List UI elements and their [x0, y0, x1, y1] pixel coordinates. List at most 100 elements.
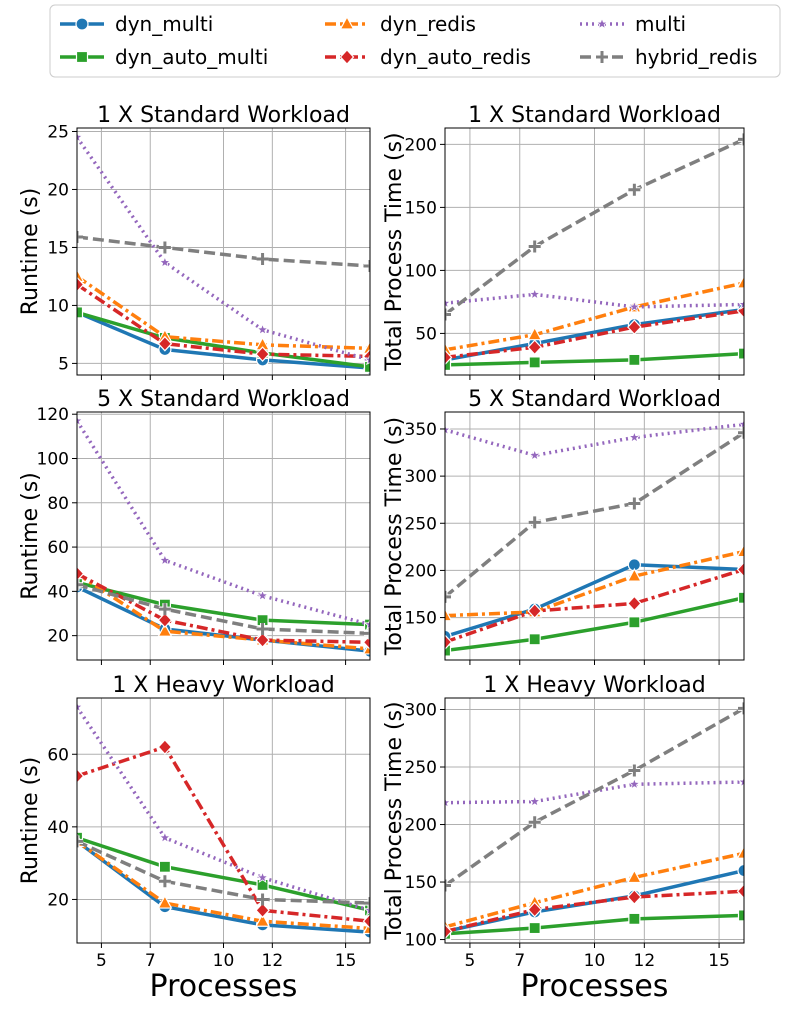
legend-label: dyn_auto_multi: [115, 45, 268, 69]
data-point-dyn-auto-redis: [736, 561, 744, 578]
data-point-multi: [158, 831, 172, 844]
series-dyn-redis: [77, 268, 370, 354]
data-point-dyn-redis: [626, 567, 642, 582]
y-tick-label: 100: [405, 931, 437, 951]
data-point-dyn-auto-redis: [527, 901, 543, 918]
data-point-hybrid-redis: [445, 590, 451, 603]
y-axis-label: Total Process Time (s): [382, 701, 407, 940]
series-layer: [445, 417, 744, 657]
series-line-dyn-auto-multi: [445, 596, 744, 653]
data-point-hybrid-redis: [528, 516, 541, 529]
data-point-hybrid-redis: [256, 253, 269, 266]
series-line-hybrid-redis: [77, 235, 370, 268]
y-tick-label: 250: [405, 758, 437, 778]
y-tick-label: 300: [405, 701, 437, 721]
series-line-dyn-multi: [445, 563, 744, 639]
y-tick-label: 5: [58, 354, 69, 374]
series-multi: [445, 417, 744, 461]
data-point-hybrid-redis: [738, 702, 744, 715]
data-point-multi: [77, 414, 84, 427]
data-point-hybrid-redis: [445, 308, 451, 321]
y-tick-label: 15: [47, 238, 69, 258]
y-tick-label: 10: [47, 296, 69, 316]
data-point-dyn-redis: [736, 845, 744, 859]
y-tick-label: 20: [47, 890, 69, 910]
series-line-dyn-auto-multi: [445, 913, 744, 936]
panel-title: 1 X Standard Workload: [468, 103, 721, 128]
series-dyn-auto-multi: [445, 909, 744, 940]
series-hybrid-redis: [445, 702, 744, 892]
data-point-dyn-auto-redis: [77, 276, 85, 293]
series-dyn-auto-redis: [77, 739, 370, 930]
series-line-dyn-auto-redis: [445, 308, 744, 360]
y-tick-label: 200: [405, 561, 437, 581]
series-line-dyn-auto-multi: [77, 580, 370, 627]
data-point-multi: [77, 130, 84, 143]
panel-title: 5 X Standard Workload: [468, 387, 721, 412]
series-dyn-auto-redis: [445, 883, 744, 940]
series-layer: [77, 414, 370, 658]
data-point-dyn-auto-multi: [445, 358, 452, 372]
panel-3: 20 40 60 80 100 120 5 X Standard Workload Runti…: [18, 387, 371, 665]
data-point-dyn-auto-multi: [737, 591, 744, 604]
legend-label: hybrid_redis: [635, 45, 757, 69]
legend-entry-dyn-multi: dyn_multi: [60, 12, 213, 36]
grid: [445, 128, 744, 375]
data-point-dyn-auto-multi: [628, 616, 641, 629]
data-point-dyn-auto-multi: [528, 356, 541, 369]
legend-marker-circle: [75, 17, 89, 31]
data-point-dyn-auto-redis: [255, 632, 270, 648]
x-tick-label: 12: [634, 951, 656, 971]
y-tick-label: 150: [405, 198, 437, 218]
legend-marker-triangle: [339, 15, 355, 30]
data-point-hybrid-redis: [158, 603, 171, 616]
series-hybrid-redis: [77, 231, 370, 272]
data-point-multi: [363, 903, 370, 916]
panel-4: 150 200 250 300 350 5 X Standard Workload Tota…: [382, 387, 745, 665]
data-point-dyn-auto-multi: [628, 353, 641, 366]
legend-entry-multi: multi: [580, 12, 686, 36]
x-tick-label: 10: [584, 951, 606, 971]
data-point-hybrid-redis: [158, 241, 171, 254]
data-point-hybrid-redis: [158, 875, 171, 888]
y-axis-label: Total Process Time (s): [382, 132, 407, 371]
data-point-hybrid-redis: [445, 879, 451, 892]
data-point-dyn-multi: [737, 863, 744, 878]
data-point-hybrid-redis: [364, 897, 370, 910]
series-line-hybrid-redis: [445, 431, 744, 599]
series-dyn-auto-multi: [445, 591, 744, 657]
grid: [445, 412, 744, 660]
y-tick-label: 250: [405, 514, 437, 534]
series-dyn-auto-redis: [77, 565, 370, 651]
series-line-dyn-redis: [77, 274, 370, 351]
grid: [77, 698, 370, 943]
data-point-dyn-auto-redis: [527, 603, 543, 619]
data-point-multi: [256, 589, 269, 602]
y-tick-label: 20: [47, 627, 69, 647]
series-line-dyn-multi: [77, 310, 370, 370]
data-point-dyn-auto-redis: [255, 346, 270, 363]
data-point-dyn-auto-redis: [157, 612, 173, 629]
series-line-dyn-redis: [77, 839, 370, 931]
legend-label: dyn_redis: [380, 12, 476, 36]
data-point-multi: [445, 796, 452, 809]
data-point-hybrid-redis: [364, 259, 370, 272]
data-point-dyn-auto-redis: [445, 349, 453, 366]
y-tick-label: 25: [47, 122, 69, 142]
series-hybrid-redis: [77, 835, 370, 910]
data-point-hybrid-redis: [738, 426, 744, 439]
data-point-dyn-auto-redis: [157, 739, 173, 755]
legend-label: dyn_auto_redis: [380, 45, 531, 69]
data-point-dyn-auto-multi: [77, 831, 84, 844]
data-point-dyn-auto-multi: [256, 878, 269, 892]
x-tick-label: 15: [708, 951, 730, 971]
x-tick-label: 7: [145, 951, 156, 971]
series-line-hybrid-redis: [77, 583, 370, 636]
series-multi: [77, 414, 370, 630]
data-point-dyn-auto-redis: [627, 319, 642, 335]
data-point-multi: [445, 296, 452, 309]
data-point-multi: [628, 300, 641, 313]
panel-1: 5 10 15 20 25 1 X Standard Workload Runtime (s…: [18, 103, 371, 380]
series-dyn-auto-multi: [445, 347, 744, 372]
data-point-dyn-auto-redis: [627, 889, 642, 905]
